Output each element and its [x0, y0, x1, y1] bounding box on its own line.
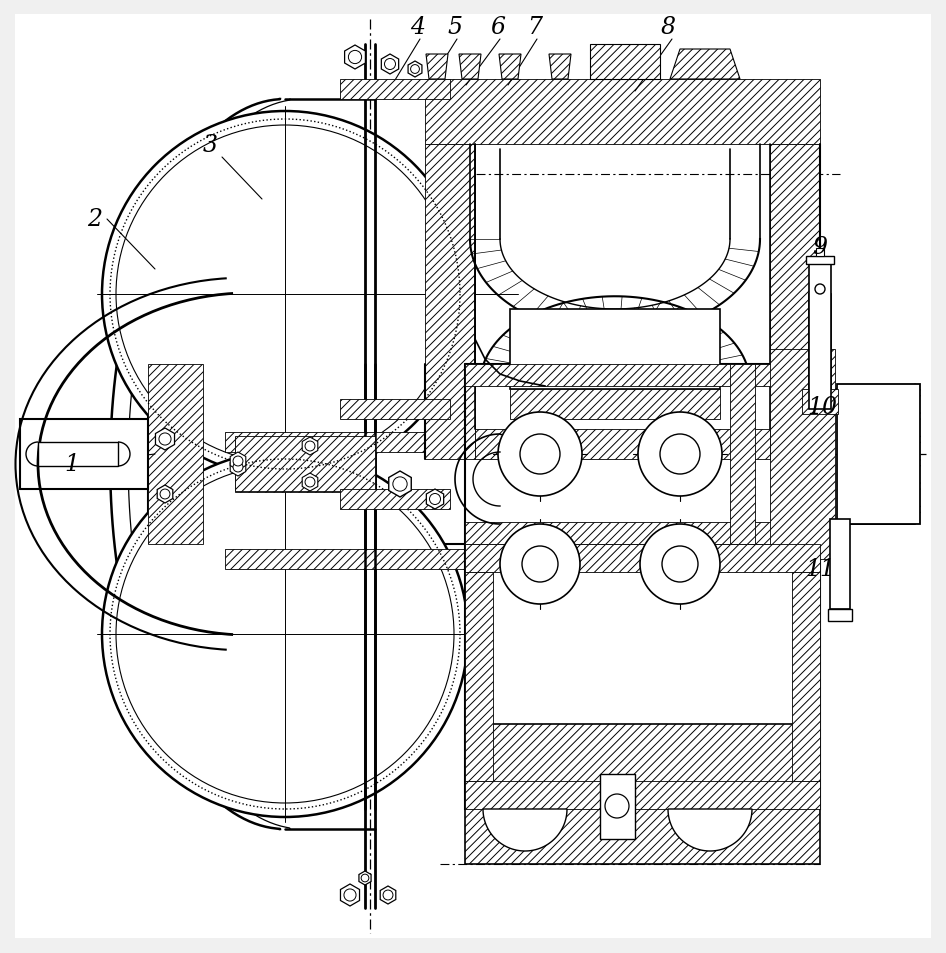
Polygon shape	[235, 437, 375, 493]
Bar	[816, 249, 824, 256]
Polygon shape	[302, 474, 318, 492]
Circle shape	[102, 452, 468, 817]
Polygon shape	[359, 871, 371, 885]
Circle shape	[116, 126, 454, 463]
Polygon shape	[730, 365, 755, 544]
Polygon shape	[465, 781, 820, 809]
Circle shape	[429, 494, 441, 505]
Circle shape	[640, 524, 720, 604]
Polygon shape	[426, 55, 448, 80]
Polygon shape	[235, 436, 375, 492]
Polygon shape	[408, 62, 422, 78]
Bar	[600, 774, 635, 840]
Polygon shape	[670, 50, 740, 80]
Polygon shape	[157, 485, 173, 503]
Bar	[806, 256, 834, 265]
Bar	[830, 519, 850, 609]
Polygon shape	[465, 573, 493, 781]
Bar	[475, 145, 770, 430]
Bar	[465, 544, 820, 809]
Circle shape	[348, 51, 361, 65]
Circle shape	[384, 59, 395, 71]
Circle shape	[305, 441, 315, 452]
Bar	[837, 385, 920, 524]
Polygon shape	[427, 490, 444, 510]
Circle shape	[233, 456, 243, 466]
Text: 4: 4	[411, 16, 426, 39]
Circle shape	[393, 477, 407, 492]
Polygon shape	[802, 390, 838, 415]
Polygon shape	[380, 886, 395, 904]
Polygon shape	[155, 429, 174, 451]
Polygon shape	[475, 430, 770, 459]
Polygon shape	[381, 55, 398, 75]
Circle shape	[500, 524, 580, 604]
Bar	[510, 310, 720, 390]
Bar	[809, 294, 831, 410]
Circle shape	[520, 435, 560, 475]
Polygon shape	[425, 145, 475, 459]
Polygon shape	[341, 884, 359, 906]
Text: 10: 10	[807, 396, 837, 419]
Circle shape	[361, 874, 369, 882]
Circle shape	[383, 890, 393, 900]
Bar	[20, 419, 148, 490]
Circle shape	[159, 434, 171, 446]
Text: 9: 9	[813, 236, 828, 259]
Circle shape	[498, 413, 582, 497]
Text: 11: 11	[805, 558, 835, 581]
Polygon shape	[590, 45, 660, 80]
Circle shape	[233, 462, 243, 473]
Polygon shape	[549, 55, 571, 80]
Polygon shape	[465, 365, 820, 387]
Polygon shape	[340, 490, 450, 510]
Text: 1: 1	[64, 453, 79, 476]
Polygon shape	[148, 365, 203, 544]
Polygon shape	[499, 55, 521, 80]
Polygon shape	[459, 55, 481, 80]
Polygon shape	[389, 472, 412, 497]
Polygon shape	[792, 573, 820, 781]
Polygon shape	[425, 80, 820, 145]
Polygon shape	[230, 453, 246, 471]
Text: 3: 3	[202, 133, 218, 156]
Polygon shape	[465, 724, 820, 864]
Bar	[828, 609, 852, 621]
Polygon shape	[225, 550, 540, 569]
Polygon shape	[510, 390, 720, 419]
Polygon shape	[344, 46, 365, 70]
Circle shape	[160, 490, 170, 499]
Polygon shape	[302, 437, 318, 456]
Text: 6: 6	[490, 16, 505, 39]
Circle shape	[344, 889, 356, 902]
Circle shape	[102, 112, 468, 477]
Circle shape	[522, 546, 558, 582]
Polygon shape	[340, 399, 450, 419]
Polygon shape	[668, 809, 752, 851]
Polygon shape	[770, 145, 820, 459]
Circle shape	[116, 465, 454, 803]
Text: 5: 5	[447, 16, 463, 39]
Circle shape	[638, 413, 722, 497]
Polygon shape	[465, 522, 820, 544]
Circle shape	[411, 66, 419, 74]
Text: 2: 2	[87, 209, 102, 232]
Polygon shape	[465, 544, 820, 573]
Polygon shape	[483, 809, 567, 851]
Text: 7: 7	[528, 16, 542, 39]
Circle shape	[605, 794, 629, 818]
Circle shape	[662, 546, 698, 582]
Circle shape	[815, 285, 825, 294]
Text: 8: 8	[660, 16, 675, 39]
Polygon shape	[225, 433, 540, 453]
Polygon shape	[230, 458, 246, 476]
Circle shape	[305, 477, 315, 487]
Circle shape	[660, 435, 700, 475]
Bar	[148, 365, 830, 544]
Bar	[809, 265, 831, 410]
Polygon shape	[770, 350, 835, 559]
Polygon shape	[340, 80, 450, 100]
Bar	[38, 442, 118, 467]
